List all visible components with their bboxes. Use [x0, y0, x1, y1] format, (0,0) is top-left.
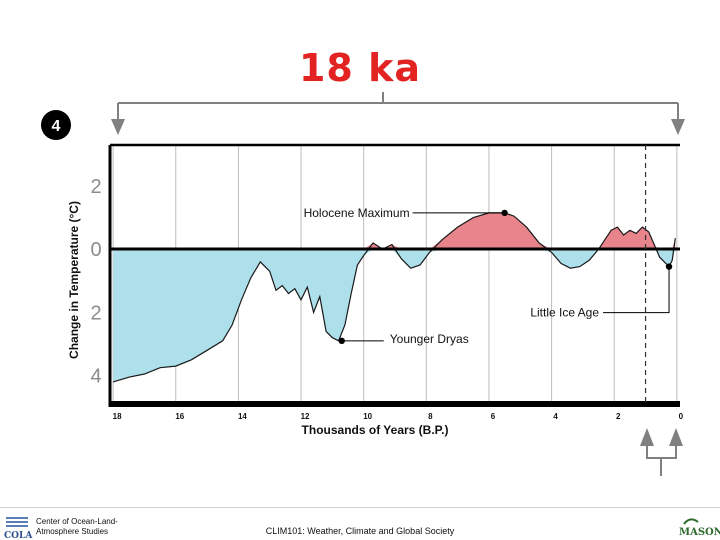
y-axis-label: Change in Temperature (°C) — [67, 201, 81, 359]
footer-divider — [0, 507, 720, 508]
y-tick-label: 0 — [90, 239, 101, 261]
annotation-marker — [501, 209, 508, 217]
y-tick-label: 4 — [90, 366, 101, 388]
panel-marker-badge — [41, 110, 71, 140]
x-tick-label: 2 — [616, 412, 621, 421]
x-tick-label: 16 — [175, 412, 184, 421]
down-arrow-right-icon — [671, 119, 685, 135]
temperature-series-line — [112, 212, 676, 383]
x-tick-labels: 18 16 14 12 10 8 6 4 2 0 — [113, 412, 684, 421]
warm-anomaly-fill — [113, 212, 676, 250]
cold-anomaly-fill — [113, 249, 676, 382]
span-bracket-top — [117, 92, 679, 128]
annotations: Holocene Maximum Younger Dryas Little Ice … — [304, 206, 673, 346]
annotation-marker — [665, 263, 673, 270]
annotation-label: Younger Dryas — [390, 332, 469, 346]
annotation-label: Little Ice Age — [530, 306, 599, 320]
x-tick-label: 4 — [553, 412, 558, 421]
x-axis-label: Thousands of Years (B.P.) — [302, 423, 449, 437]
x-tick-label: 8 — [428, 412, 433, 421]
up-arrow-right-icon — [669, 428, 683, 446]
cola-logo-icon: COLA — [4, 517, 33, 539]
x-tick-label: 18 — [113, 412, 122, 421]
annotation-label: Holocene Maximum — [304, 206, 410, 220]
x-tick-label: 0 — [679, 412, 684, 421]
slide-title: 18 ka — [298, 46, 422, 90]
x-tick-label: 12 — [301, 412, 310, 421]
up-arrow-left-icon — [640, 428, 654, 446]
x-tick-label: 6 — [491, 412, 496, 421]
span-bracket-bottom — [646, 440, 677, 476]
panel-marker-number: 4 — [52, 118, 61, 135]
annotation-leader-line — [603, 266, 670, 314]
footer-org-name: Center of Ocean-Land-Atmosphere Studies — [36, 517, 118, 536]
svg-text:MASON: MASON — [679, 527, 720, 538]
y-tick-label: 2 — [90, 176, 101, 198]
down-arrow-left-icon — [111, 119, 125, 135]
mason-logo-icon: MASON — [679, 518, 720, 538]
y-tick-label: 2 — [90, 302, 101, 324]
x-tick-label: 10 — [363, 412, 372, 421]
svg-text:COLA: COLA — [4, 531, 33, 539]
footer-course-title: CLIM101: Weather, Climate and Global Soc… — [265, 526, 455, 536]
x-tick-label: 14 — [238, 412, 247, 421]
